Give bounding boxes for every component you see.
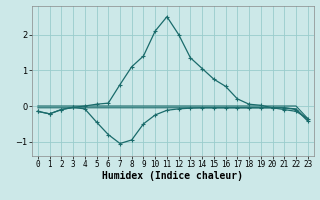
X-axis label: Humidex (Indice chaleur): Humidex (Indice chaleur) xyxy=(102,171,243,181)
